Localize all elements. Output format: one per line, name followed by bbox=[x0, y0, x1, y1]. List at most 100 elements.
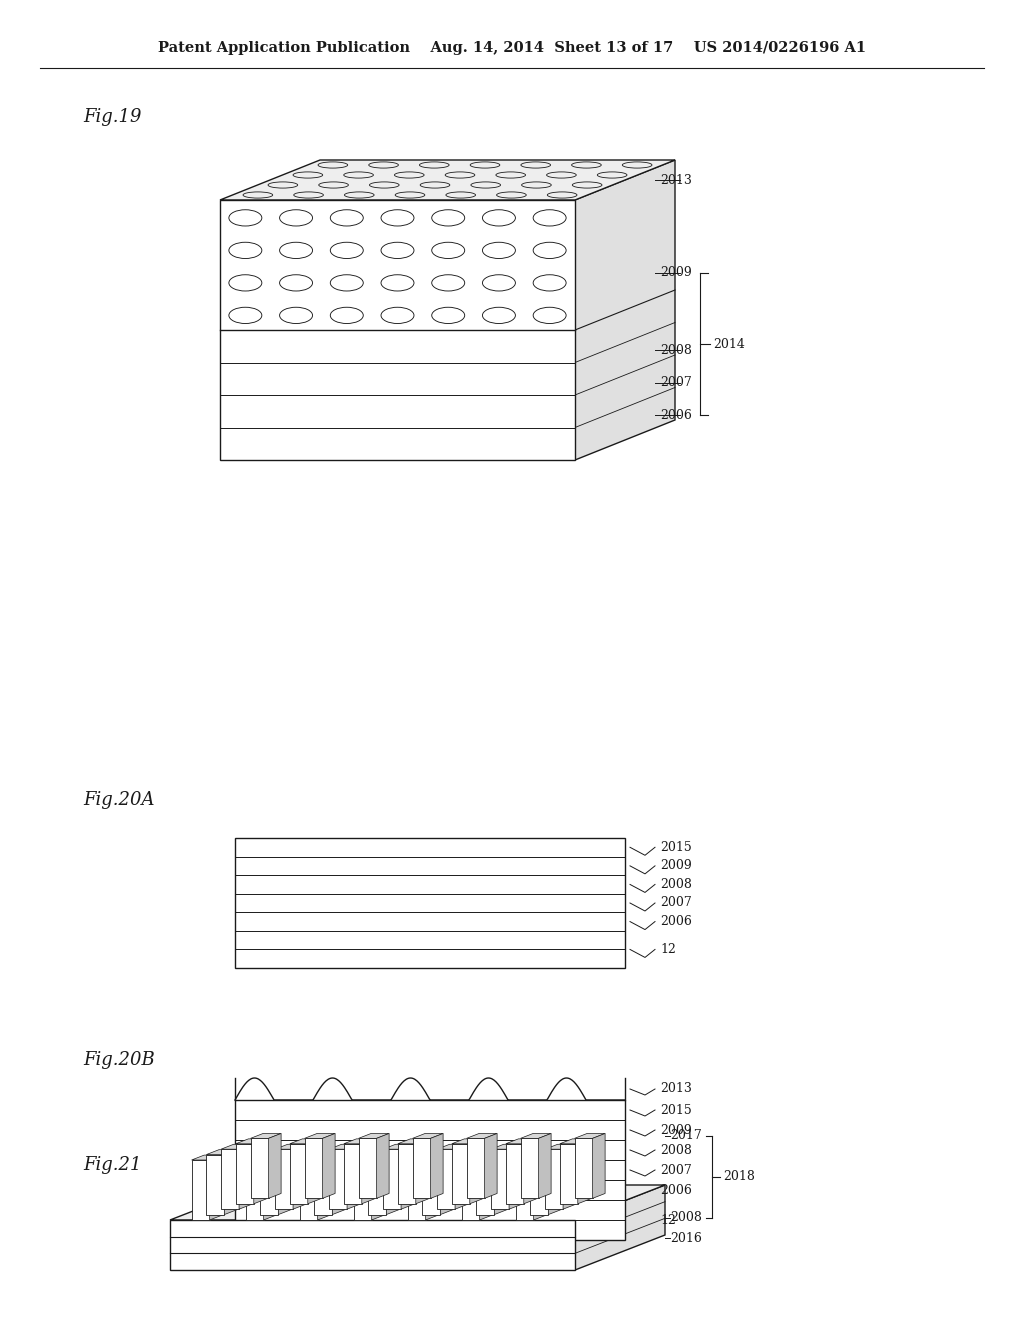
Polygon shape bbox=[397, 1143, 416, 1204]
Text: 2008: 2008 bbox=[660, 878, 692, 891]
Ellipse shape bbox=[369, 162, 398, 168]
Polygon shape bbox=[251, 1134, 282, 1138]
Ellipse shape bbox=[432, 210, 465, 226]
Text: 2013: 2013 bbox=[660, 173, 692, 186]
Ellipse shape bbox=[280, 308, 312, 323]
Ellipse shape bbox=[445, 191, 475, 198]
Polygon shape bbox=[290, 1143, 308, 1204]
Text: 2007: 2007 bbox=[660, 1163, 692, 1176]
Polygon shape bbox=[260, 1155, 279, 1214]
Text: 2017: 2017 bbox=[670, 1130, 701, 1142]
Ellipse shape bbox=[597, 172, 627, 178]
Text: 12: 12 bbox=[660, 942, 676, 956]
Ellipse shape bbox=[482, 275, 515, 290]
Ellipse shape bbox=[331, 243, 364, 259]
Ellipse shape bbox=[344, 172, 374, 178]
Polygon shape bbox=[268, 1134, 282, 1199]
Polygon shape bbox=[452, 1139, 482, 1143]
Polygon shape bbox=[492, 1150, 509, 1209]
Polygon shape bbox=[275, 1144, 305, 1150]
Polygon shape bbox=[575, 160, 675, 459]
Polygon shape bbox=[239, 1144, 252, 1209]
Text: 2018: 2018 bbox=[723, 1171, 755, 1183]
Ellipse shape bbox=[572, 182, 602, 187]
Text: Fig.20A: Fig.20A bbox=[83, 791, 155, 809]
Polygon shape bbox=[426, 1155, 438, 1220]
Polygon shape bbox=[300, 1155, 330, 1160]
Polygon shape bbox=[437, 1144, 468, 1150]
Polygon shape bbox=[408, 1160, 426, 1220]
Polygon shape bbox=[329, 1144, 359, 1150]
Polygon shape bbox=[593, 1134, 605, 1199]
Text: 2007: 2007 bbox=[660, 896, 692, 909]
Polygon shape bbox=[545, 1150, 563, 1209]
Text: Fig.21: Fig.21 bbox=[83, 1156, 141, 1173]
Polygon shape bbox=[506, 1139, 537, 1143]
Polygon shape bbox=[462, 1155, 493, 1160]
Ellipse shape bbox=[547, 172, 577, 178]
Polygon shape bbox=[383, 1150, 401, 1209]
Ellipse shape bbox=[432, 243, 465, 259]
Polygon shape bbox=[495, 1150, 507, 1214]
Ellipse shape bbox=[420, 162, 450, 168]
Polygon shape bbox=[530, 1155, 548, 1214]
Ellipse shape bbox=[280, 243, 312, 259]
Ellipse shape bbox=[482, 308, 515, 323]
Ellipse shape bbox=[280, 210, 312, 226]
Bar bbox=[234, 1100, 625, 1239]
Polygon shape bbox=[575, 1185, 665, 1270]
Ellipse shape bbox=[294, 191, 324, 198]
Polygon shape bbox=[353, 1155, 384, 1160]
Polygon shape bbox=[397, 1139, 428, 1143]
Text: 2006: 2006 bbox=[660, 915, 692, 928]
Polygon shape bbox=[210, 1155, 222, 1220]
Polygon shape bbox=[492, 1144, 521, 1150]
Ellipse shape bbox=[229, 210, 262, 226]
Ellipse shape bbox=[496, 172, 525, 178]
Ellipse shape bbox=[521, 182, 551, 187]
Polygon shape bbox=[548, 1150, 561, 1214]
Polygon shape bbox=[539, 1134, 551, 1199]
Ellipse shape bbox=[381, 308, 414, 323]
Text: 2009: 2009 bbox=[660, 859, 692, 873]
Polygon shape bbox=[279, 1150, 291, 1214]
Polygon shape bbox=[455, 1144, 468, 1209]
Polygon shape bbox=[358, 1134, 389, 1138]
Polygon shape bbox=[484, 1134, 497, 1199]
Polygon shape bbox=[506, 1143, 524, 1204]
Polygon shape bbox=[358, 1138, 377, 1199]
Polygon shape bbox=[329, 1150, 347, 1209]
Polygon shape bbox=[304, 1138, 323, 1199]
Polygon shape bbox=[479, 1155, 493, 1220]
Polygon shape bbox=[246, 1155, 276, 1160]
Polygon shape bbox=[524, 1139, 537, 1204]
Ellipse shape bbox=[243, 191, 272, 198]
Polygon shape bbox=[224, 1150, 237, 1214]
Polygon shape bbox=[221, 1150, 239, 1209]
Polygon shape bbox=[413, 1134, 443, 1138]
Text: 12: 12 bbox=[660, 1213, 676, 1226]
Polygon shape bbox=[430, 1134, 443, 1199]
Polygon shape bbox=[254, 1139, 266, 1204]
Polygon shape bbox=[452, 1143, 470, 1204]
Polygon shape bbox=[476, 1155, 495, 1214]
Text: 2008: 2008 bbox=[670, 1212, 701, 1225]
Polygon shape bbox=[353, 1160, 372, 1220]
Ellipse shape bbox=[432, 308, 465, 323]
Ellipse shape bbox=[432, 275, 465, 290]
Ellipse shape bbox=[534, 210, 566, 226]
Ellipse shape bbox=[381, 210, 414, 226]
Polygon shape bbox=[236, 1143, 254, 1204]
Ellipse shape bbox=[482, 210, 515, 226]
Ellipse shape bbox=[395, 191, 425, 198]
Text: 2009: 2009 bbox=[660, 1123, 692, 1137]
Ellipse shape bbox=[331, 308, 364, 323]
Polygon shape bbox=[422, 1155, 440, 1214]
Polygon shape bbox=[467, 1138, 484, 1199]
Ellipse shape bbox=[229, 275, 262, 290]
Polygon shape bbox=[293, 1144, 305, 1209]
Polygon shape bbox=[408, 1155, 438, 1160]
Polygon shape bbox=[560, 1143, 578, 1204]
Polygon shape bbox=[462, 1160, 479, 1220]
Polygon shape bbox=[530, 1150, 561, 1155]
